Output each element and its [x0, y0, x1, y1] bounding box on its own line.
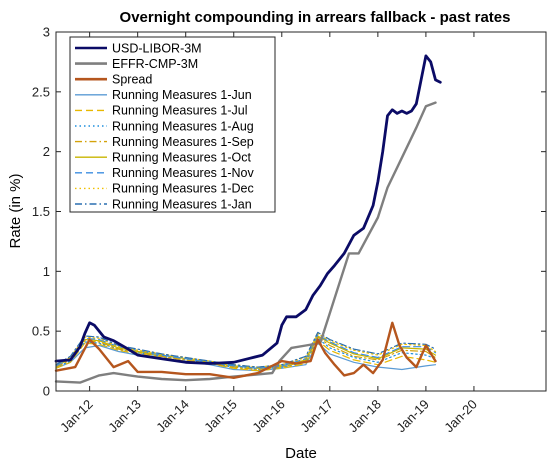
x-tick-label: Jan-18	[345, 397, 384, 436]
legend-label-5: Running Measures 1-Aug	[112, 119, 254, 133]
y-tick-label: 3	[43, 25, 50, 40]
x-tick-label: Jan-14	[153, 397, 192, 436]
series-line-10	[55, 331, 437, 368]
series-line-8	[55, 334, 437, 369]
legend-label-7: Running Measures 1-Oct	[112, 151, 251, 165]
legend-label-4: Running Measures 1-Jul	[112, 104, 248, 118]
legend-label-2: Spread	[112, 73, 152, 87]
series-line-1	[54, 101, 437, 384]
y-tick-label: 0.5	[32, 324, 50, 339]
legend-label-8: Running Measures 1-Nov	[112, 166, 254, 180]
y-tick-label: 1	[43, 264, 50, 279]
x-tick-label: Jan-15	[201, 397, 240, 436]
series-line-4	[55, 340, 437, 372]
x-tick-label: Jan-16	[249, 397, 288, 436]
legend-label-6: Running Measures 1-Sep	[112, 135, 254, 149]
legend-label-3: Running Measures 1-Jun	[112, 88, 252, 102]
series-line-6	[55, 336, 437, 371]
series-line-2	[54, 321, 437, 379]
legend-box	[69, 36, 276, 213]
legend-label-9: Running Measures 1-Dec	[112, 182, 254, 196]
legend-label-0: USD-LIBOR-3M	[112, 41, 202, 55]
y-tick-label: 2	[43, 144, 50, 159]
series-line-0	[54, 54, 442, 365]
legend-label-10: Running Measures 1-Jan	[112, 197, 252, 211]
chart-title: Overnight compounding in arrears fallbac…	[120, 9, 511, 26]
series-line-9	[55, 333, 437, 368]
x-tick-label: Jan-13	[105, 397, 144, 436]
y-tick-label: 1.5	[32, 204, 50, 219]
y-tick-label: 0	[43, 384, 50, 399]
y-tick-label: 2.5	[32, 84, 50, 99]
x-tick-label: Jan-17	[297, 397, 336, 436]
x-tick-label: Jan-20	[441, 397, 480, 436]
series-layer	[54, 54, 442, 384]
x-tick-label: Jan-19	[393, 397, 432, 436]
x-axis-label: Date	[285, 445, 317, 462]
x-tick-label: Jan-12	[57, 397, 96, 436]
y-axis-label: Rate (in %)	[7, 173, 24, 248]
legend-label-1: EFFR-CMP-3M	[112, 57, 198, 71]
